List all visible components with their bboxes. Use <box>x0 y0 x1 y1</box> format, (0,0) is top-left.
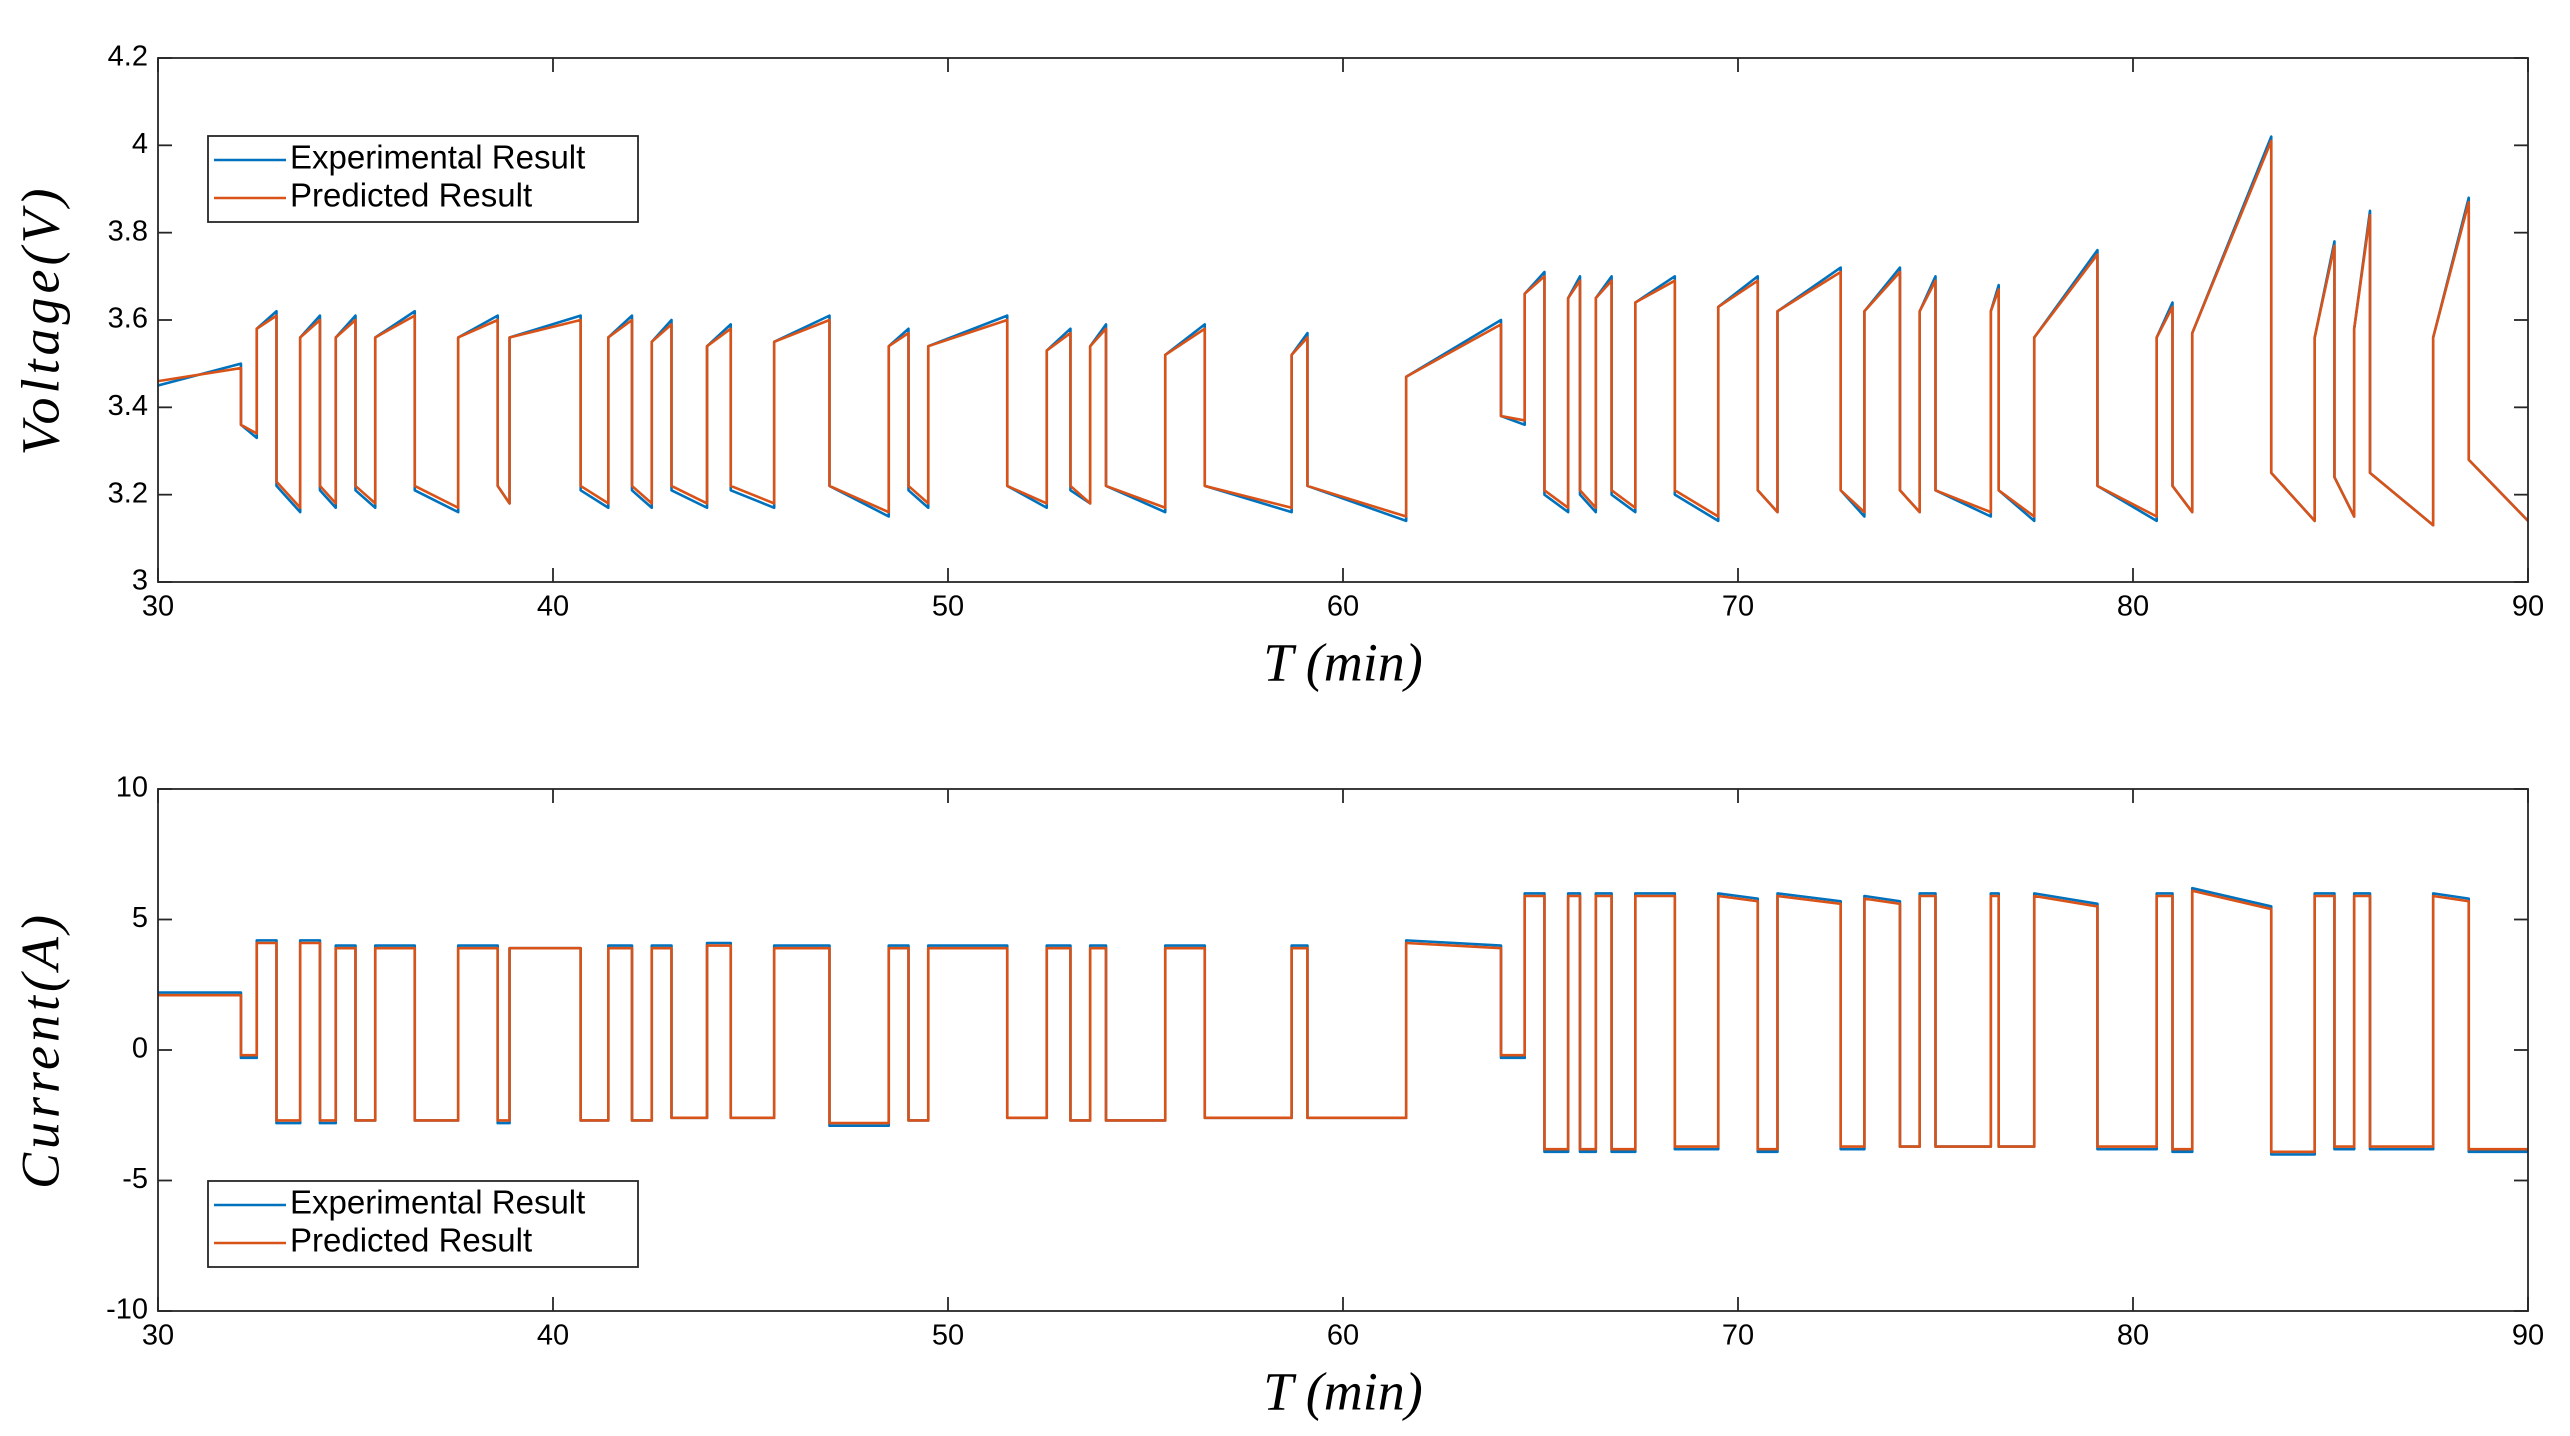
x-tick-label: 60 <box>1327 591 1359 623</box>
y-tick-label: 4 <box>132 128 148 160</box>
x-tick-label: 70 <box>1722 1320 1754 1352</box>
legend-label: Predicted Result <box>290 177 532 214</box>
data-line <box>158 889 2528 1154</box>
y-axis-title: Current(A) <box>10 911 70 1189</box>
x-tick-label: 60 <box>1327 1320 1359 1352</box>
y-axis-title: Voltage(V) <box>10 185 70 456</box>
y-tick-label: 4.2 <box>108 41 148 73</box>
x-axis-title: T (min) <box>1263 632 1423 692</box>
legend-box <box>207 135 639 223</box>
y-tick-label: 3.6 <box>108 303 148 335</box>
y-tick-label: 3.2 <box>108 477 148 509</box>
y-tick-label: -5 <box>122 1163 148 1195</box>
legend-label: Experimental Result <box>290 1184 585 1221</box>
x-tick-label: 50 <box>932 1320 964 1352</box>
x-tick-label: 30 <box>142 591 174 623</box>
x-tick-label: 30 <box>142 1320 174 1352</box>
legend-label: Experimental Result <box>290 139 585 176</box>
y-tick-label: 3.8 <box>108 215 148 247</box>
plot: 30 40 50 60 70 80 90 -10 -5 0 5 10 T (min) Current(A)… <box>10 772 2544 1422</box>
y-tick-label: 5 <box>132 902 148 934</box>
x-tick-label: 80 <box>2117 591 2149 623</box>
x-axis-title: T (min) <box>1263 1361 1423 1421</box>
x-tick-label: 40 <box>537 591 569 623</box>
legend-box <box>207 1180 639 1268</box>
y-tick-label: 3.4 <box>108 390 148 422</box>
x-tick-label: 70 <box>1722 591 1754 623</box>
x-tick-label: 50 <box>932 591 964 623</box>
y-tick-label: 10 <box>116 772 148 804</box>
y-tick-label: 3 <box>132 565 148 597</box>
y-tick-label: 0 <box>132 1033 148 1065</box>
y-tick-label: -10 <box>106 1294 148 1326</box>
x-tick-label: 40 <box>537 1320 569 1352</box>
data-line <box>158 139 2528 527</box>
plot: 30 40 50 60 70 80 90 3 3.2 3.4 3.6 3.8 4 4.2 T (min) Vo… <box>10 41 2544 693</box>
x-tick-label: 90 <box>2512 1320 2544 1352</box>
x-tick-label: 80 <box>2117 1320 2149 1352</box>
x-tick-label: 90 <box>2512 591 2544 623</box>
legend-label: Predicted Result <box>290 1222 532 1259</box>
